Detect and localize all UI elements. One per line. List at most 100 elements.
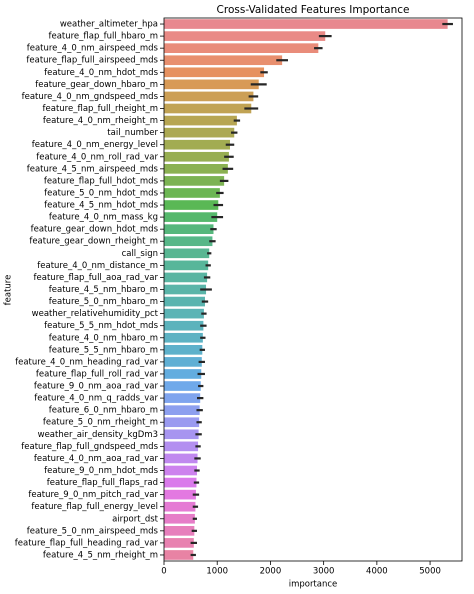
x-tick-label: 2000	[260, 567, 282, 577]
bar	[164, 43, 319, 53]
y-tick-label: weather_altimeter_hpa	[60, 20, 158, 30]
y-tick-label: feature_5_0_nm_hdot_mds	[44, 188, 158, 198]
y-tick-label: airport_dst	[112, 514, 159, 524]
bar	[164, 127, 235, 138]
y-tick-label: feature_9_0_nm_pitch_rad_var	[28, 490, 158, 500]
bar	[164, 139, 230, 150]
y-tick-label: feature_flap_full_energy_level	[31, 502, 158, 512]
y-tick-label: feature_4_0_nm_distance_m	[37, 261, 158, 271]
x-tick-label: 3000	[313, 567, 335, 577]
y-tick-label: feature_5_5_nm_hdot_mds	[44, 321, 158, 331]
y-tick-label: feature_4_5_nm_rheight_m	[43, 550, 158, 560]
y-tick-label: weather_relativehumidity_pct	[32, 309, 159, 319]
y-tick-label: feature_4_5_nm_airspeed_mds	[27, 164, 159, 174]
y-tick-label: call_sign	[122, 249, 158, 259]
y-tick-label: feature_4_0_nm_aoa_rad_var	[34, 454, 159, 464]
x-tick-label: 5000	[419, 567, 441, 577]
bar	[164, 453, 198, 464]
bar	[164, 236, 213, 247]
y-tick-label: feature_4_0_nm_mass_kg	[49, 213, 158, 223]
bar	[164, 381, 201, 391]
y-tick-label: feature_4_0_nm_energy_level	[32, 140, 158, 150]
y-tick-label: feature_4_0_nm_gndspeed_mds	[22, 92, 159, 102]
bar	[164, 477, 197, 488]
bar	[164, 79, 259, 90]
bar	[164, 465, 197, 476]
y-tick-label: feature_4_0_nm_roll_rad_var	[36, 152, 158, 162]
y-tick-label: feature_4_5_nm_hbaro_m	[49, 285, 158, 295]
y-tick-label: feature_flap_full_hdot_mds	[44, 176, 159, 186]
y-tick-label: feature_flap_full_flaps_rad	[47, 478, 158, 488]
y-tick-label: feature_6_0_nm_hbaro_m	[49, 406, 158, 416]
bar	[164, 272, 208, 283]
y-tick-label: feature_4_0_nm_airspeed_mds	[27, 44, 159, 54]
y-tick-label: feature_9_0_nm_hdot_mds	[44, 466, 158, 476]
y-tick-label: feature_gear_down_hbaro_m	[35, 80, 158, 90]
bar	[164, 19, 448, 29]
y-tick-label: feature_flap_full_aoa_rad_var	[34, 273, 159, 283]
bar	[164, 489, 196, 500]
y-tick-label: feature_5_0_nm_airspeed_mds	[27, 526, 159, 536]
bar	[164, 260, 209, 271]
y-tick-label: feature_4_0_nm_hbaro_m	[49, 333, 158, 343]
bar	[164, 429, 199, 440]
bar	[164, 441, 199, 452]
y-tick-label: feature_5_0_nm_hbaro_m	[49, 297, 158, 307]
y-tick-label: feature_flap_full_hbaro_m	[48, 32, 158, 42]
bar	[164, 513, 195, 524]
y-tick-label: feature_flap_full_gndspeed_mds	[21, 442, 158, 452]
x-tick-label: 1000	[206, 567, 228, 577]
bar	[164, 550, 194, 560]
bar	[164, 55, 283, 66]
y-tick-label: feature_4_0_nm_hdot_mds	[44, 68, 158, 78]
bar	[164, 417, 200, 428]
y-tick-label: feature_flap_full_airspeed_mds	[26, 56, 158, 66]
bar	[164, 176, 225, 186]
bar	[164, 164, 228, 174]
y-tick-label: feature_gear_down_hdot_mds	[31, 225, 159, 235]
bar	[164, 320, 204, 331]
bar	[164, 393, 201, 403]
bar	[164, 115, 237, 126]
bar	[164, 103, 252, 114]
bar	[164, 357, 202, 367]
y-tick-label: feature_9_0_nm_aoa_rad_var	[34, 382, 159, 392]
bar	[164, 248, 210, 259]
bar	[164, 200, 219, 210]
y-tick-label: feature_5_0_nm_rheight_m	[43, 418, 158, 428]
bar	[164, 501, 196, 512]
y-tick-label: feature_4_0_nm_heading_rad_var	[15, 357, 158, 367]
bar	[164, 296, 205, 307]
bar	[164, 345, 203, 355]
x-tick-label: 4000	[366, 567, 388, 577]
bar	[164, 332, 203, 343]
bar	[164, 369, 202, 379]
bar	[164, 284, 207, 295]
bar	[164, 188, 220, 198]
chart-title: Cross-Validated Features Importance	[217, 4, 410, 16]
x-tick-label: 0	[161, 567, 166, 577]
bar	[164, 91, 254, 102]
y-axis-label: feature	[4, 275, 14, 306]
y-tick-label: feature_4_0_nm_rheight_m	[43, 116, 158, 126]
y-tick-label: feature_5_5_nm_hbaro_m	[49, 345, 158, 355]
bar	[164, 151, 229, 162]
bar	[164, 538, 194, 548]
y-tick-label: feature_flap_full_rheight_m	[43, 104, 158, 114]
bar	[164, 31, 326, 41]
plot-frame	[163, 17, 463, 562]
y-tick-label: weather_air_density_kgDm3	[38, 430, 158, 440]
bar	[164, 405, 200, 415]
bar	[164, 67, 265, 78]
y-tick-label: feature_flap_full_roll_rad_var	[36, 369, 159, 379]
y-tick-label: feature_gear_down_rheight_m	[29, 237, 158, 247]
bar	[164, 224, 214, 234]
bar	[164, 308, 204, 319]
y-tick-label: tail_number	[107, 128, 158, 138]
bar	[164, 212, 218, 222]
y-tick-label: feature_4_5_nm_hdot_mds	[44, 201, 158, 211]
y-tick-label: feature_flap_full_heading_rad_var	[15, 538, 159, 548]
bar	[164, 526, 195, 536]
y-tick-label: feature_4_0_nm_q_radds_var	[34, 394, 158, 404]
